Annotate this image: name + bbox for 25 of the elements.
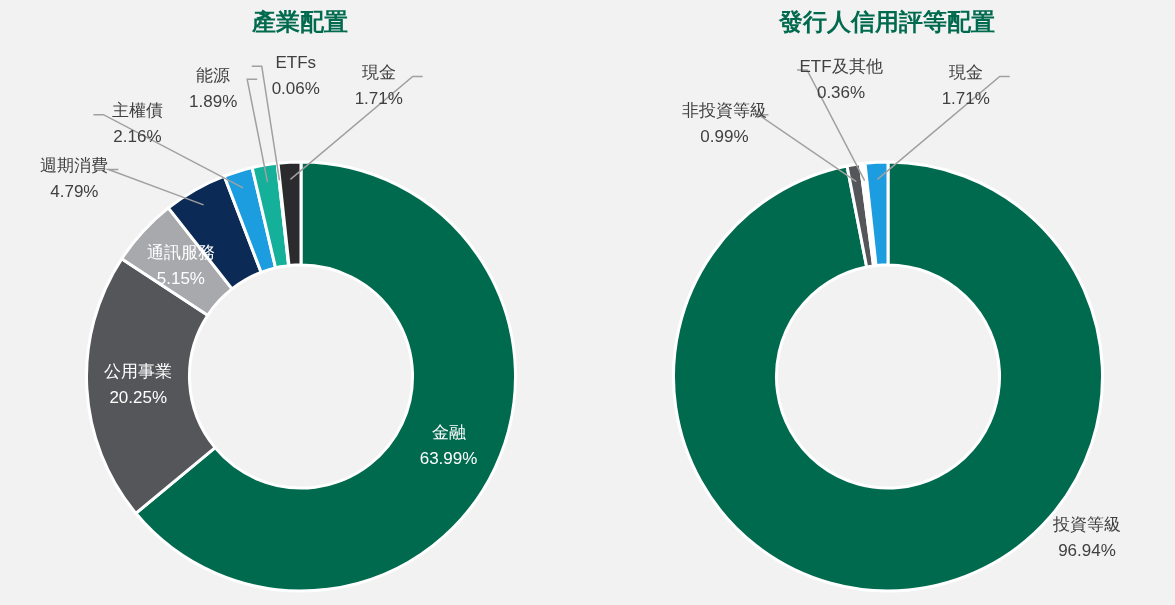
data-label: 1.71% [354, 89, 403, 109]
data-label: 4.79% [50, 182, 99, 202]
data-label: 2.16% [113, 127, 162, 147]
slice-label: ETFs [275, 52, 317, 72]
chart-title: 發行人信用評等配置 [778, 7, 996, 37]
slice-label: 現金 [361, 63, 396, 83]
slice-label: 非投資等級 [681, 101, 767, 121]
data-label: 0.06% [271, 78, 320, 98]
chart-title: 產業配置 [251, 7, 349, 37]
data-label: 96.94% [1058, 541, 1116, 561]
slice-label: 週期消費 [40, 156, 109, 176]
slice-label: 主權債 [111, 101, 163, 121]
data-label: 1.89% [189, 92, 238, 112]
slice-label: 金融 [431, 422, 466, 442]
data-label: 63.99% [419, 448, 478, 468]
slice-label: 公用事業 [104, 362, 173, 382]
data-label: 5.15% [156, 268, 205, 288]
slice-label: 能源 [196, 66, 231, 86]
slice-label: 現金 [948, 63, 983, 83]
data-label: 1.71% [941, 89, 990, 109]
data-label: 20.25% [109, 388, 168, 408]
slice-label: 投資等級 [1051, 515, 1121, 535]
data-label: 0.99% [700, 127, 749, 147]
slice-label: ETF及其他 [799, 56, 883, 76]
data-label: 0.36% [816, 82, 866, 102]
